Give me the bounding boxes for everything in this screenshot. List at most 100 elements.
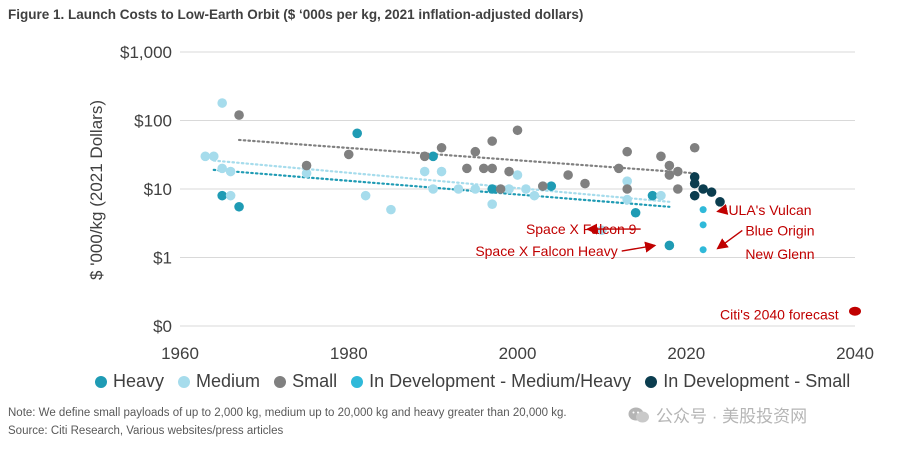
x-tick-label: 2000 (499, 344, 537, 363)
tick-label-layer: $0 $1 $10 $100 $1,000 1960 1980 2000 2020 2040 (120, 43, 874, 363)
data-point-small (673, 166, 683, 177)
legend-item-in-development-medium-heavy: In Development - Medium/Heavy (351, 371, 631, 392)
data-point-small (613, 163, 624, 174)
data-point-medium (470, 184, 481, 194)
data-point-medium (529, 190, 540, 201)
data-point-small (487, 163, 497, 174)
data-point-small (664, 170, 675, 180)
data-point-medium (428, 184, 438, 194)
data-point-medium (453, 184, 464, 194)
data-point-medium (521, 184, 531, 194)
trendline-heavy (212, 168, 671, 208)
data-point-medium (225, 190, 236, 201)
data-point-in-development-medium-heavy (699, 246, 707, 254)
data-point-heavy (647, 190, 658, 201)
annotation-blue-origin: Blue Origin (745, 222, 814, 238)
data-point-in-development-small (689, 190, 700, 201)
annotation-new-glenn: New Glenn (745, 246, 814, 262)
trendline-layer (212, 138, 696, 208)
annotation-space-x-falcon-9: Space X Falcon 9 (526, 221, 637, 237)
y-tick-label: $10 (144, 180, 172, 199)
data-point-heavy (630, 207, 641, 218)
data-point-heavy (428, 151, 438, 162)
legend-marker (95, 375, 107, 388)
data-point-heavy (487, 184, 497, 194)
data-point-small (563, 170, 573, 180)
data-point-medium (386, 204, 396, 215)
wechat-icon (628, 406, 650, 424)
data-point-medium (208, 151, 219, 162)
data-point-in-development-small (715, 197, 725, 207)
data-point-in-development-small (698, 184, 708, 194)
data-point-small (689, 142, 700, 153)
x-tick-label: 1960 (161, 344, 199, 363)
legend-label: Heavy (113, 371, 165, 391)
data-point-heavy (352, 128, 362, 139)
legend-marker (645, 375, 658, 388)
data-point-medium (436, 166, 447, 177)
legend-marker (351, 375, 364, 388)
data-point-medium (360, 190, 371, 201)
data-point-small (673, 184, 683, 194)
data-point-medium (622, 176, 632, 186)
chart-title: Figure 1. Launch Costs to Low-Earth Orbi… (8, 7, 584, 22)
footnote: Note: We define small payloads of up to … (8, 407, 567, 419)
annotation-layer: Space X Falcon 9 Space X Falcon Heavy ULA'… (475, 202, 838, 323)
annotation-citi-s-2040-forecast: Citi's 2040 forecast (720, 306, 839, 322)
data-point-citi-s-2040-forecast (849, 306, 861, 316)
data-point-medium (622, 194, 632, 205)
data-point-small (436, 142, 447, 153)
data-point-small (462, 163, 472, 174)
data-point-small (478, 163, 489, 174)
legend-marker (274, 375, 287, 388)
data-point-small (301, 160, 312, 171)
data-point-small (234, 110, 244, 120)
data-point-heavy (217, 190, 227, 201)
data-point-medium (597, 225, 607, 236)
data-point-heavy (234, 201, 244, 212)
data-point-heavy (546, 181, 557, 191)
data-point-medium (512, 170, 523, 180)
data-point-small (504, 166, 514, 177)
legend: Heavy Medium Small In Development - Medium/… (95, 371, 850, 392)
legend-marker (178, 375, 191, 388)
data-point-heavy (664, 240, 675, 251)
legend-label: In Development - Small (663, 371, 851, 391)
scatter-chart: $0 $1 $10 $100 $1,000 1960 1980 2000 2020 2040 Sp… (87, 43, 874, 363)
data-point-medium (656, 190, 666, 201)
watermark: 公众号 · 美股投资网 (628, 402, 807, 427)
data-point-medium (487, 199, 497, 209)
data-point-small (622, 146, 632, 157)
data-point-in-development-small (689, 172, 700, 182)
legend-item-heavy: Heavy (95, 371, 164, 392)
legend-item-small: Small (274, 371, 337, 392)
data-point-small (664, 160, 675, 171)
data-point-in-development-small (706, 187, 717, 197)
data-point-small (470, 146, 481, 157)
data-point-small (538, 181, 548, 191)
data-point-medium (225, 166, 236, 177)
data-point-small (487, 136, 497, 146)
data-point-small (580, 178, 590, 189)
data-point-medium (200, 151, 211, 162)
y-tick-label: $1,000 (120, 43, 172, 62)
data-point-small (622, 184, 632, 194)
data-point-small (343, 149, 354, 160)
trendline-medium (212, 159, 671, 203)
x-tick-label: 2020 (667, 344, 705, 363)
data-point-small (495, 184, 506, 194)
data-point-medium (301, 168, 312, 179)
legend-label: Medium (196, 371, 261, 391)
source-note: Source: Citi Research, Various websites/… (8, 425, 284, 437)
x-tick-label: 2040 (836, 344, 874, 363)
annotation-ula-s-vulcan: ULA's Vulcan (728, 202, 811, 218)
data-point-medium (217, 163, 227, 174)
data-point-medium (217, 98, 227, 108)
y-tick-label: $1 (153, 249, 172, 268)
legend-label: In Development - Medium/Heavy (369, 371, 632, 391)
data-point-medium (419, 166, 430, 177)
data-point-in-development-medium-heavy (699, 221, 707, 229)
data-point-layer (200, 98, 861, 316)
data-point-medium (504, 184, 514, 194)
x-tick-label: 1980 (330, 344, 368, 363)
